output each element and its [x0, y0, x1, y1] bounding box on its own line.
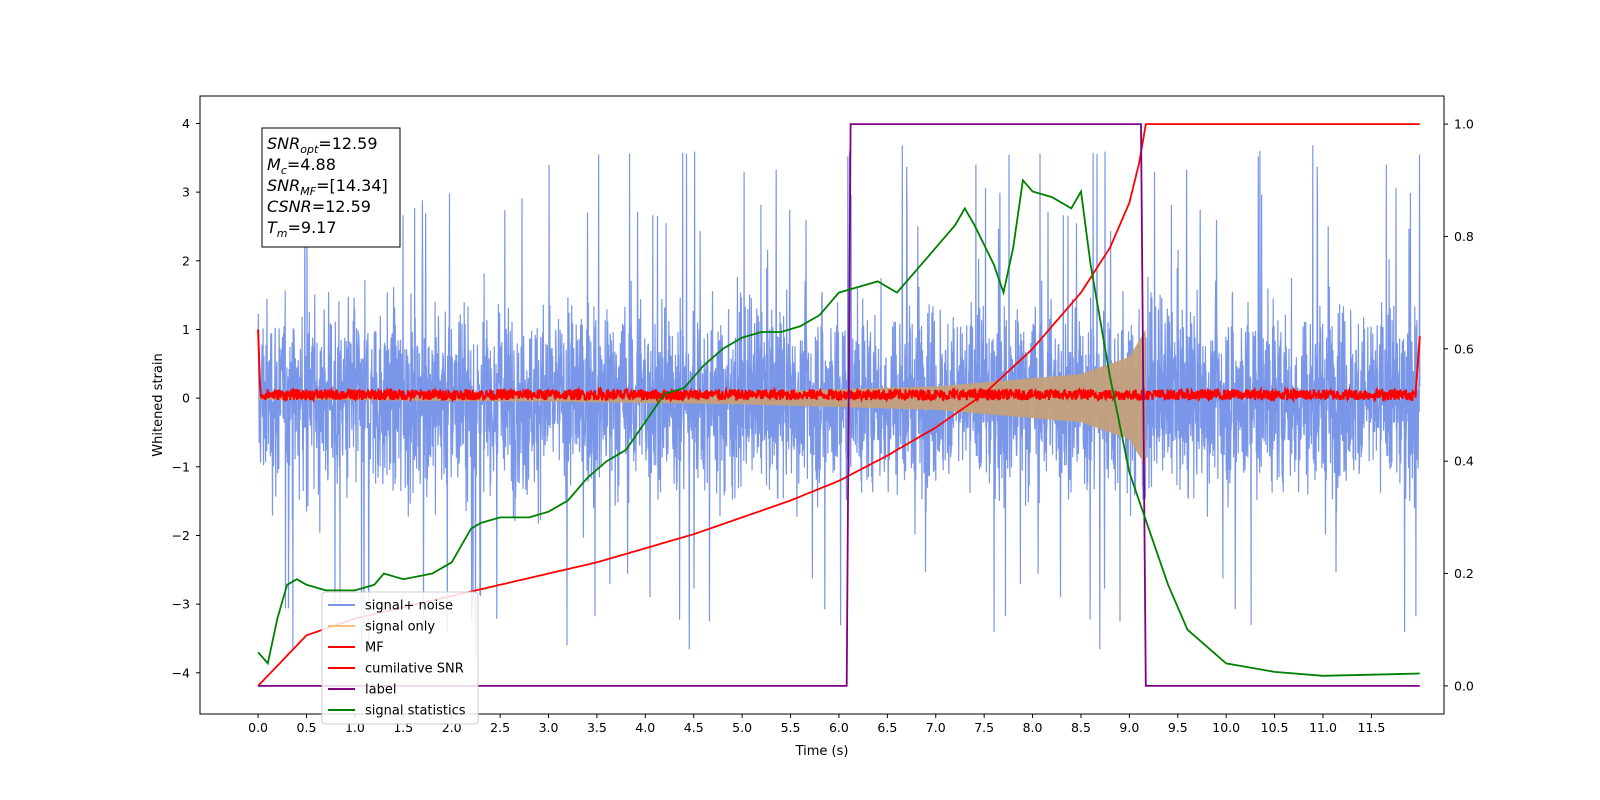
x-tick-label: 4.0: [635, 720, 655, 735]
x-tick-label: 0.0: [248, 720, 268, 735]
x-tick-label: 2.5: [490, 720, 510, 735]
x-tick-label: 7.0: [926, 720, 946, 735]
y-left-tick-label: 1: [182, 322, 190, 337]
y-left-tick-label: −1: [172, 459, 190, 474]
legend-label: MF: [365, 641, 384, 656]
x-tick-label: 5.5: [781, 720, 801, 735]
y-right-tick-label: 0.0: [1454, 678, 1474, 693]
y-left-tick-label: −4: [172, 665, 190, 680]
y-left-tick-label: −2: [172, 528, 190, 543]
x-tick-label: 9.5: [1168, 720, 1188, 735]
y-left-tick-label: 0: [182, 391, 190, 406]
signal-only-band: [258, 329, 1146, 467]
x-tick-label: 10.0: [1212, 720, 1240, 735]
x-tick-label: 3.0: [539, 720, 559, 735]
annotation-snr-mf: SNRMF=[14.34]: [267, 176, 388, 198]
x-tick-label: 9.0: [1119, 720, 1139, 735]
x-tick-label: 10.5: [1261, 720, 1289, 735]
annotation-snr-opt: SNRopt=12.59: [267, 134, 378, 156]
y-right-tick-label: 0.8: [1454, 229, 1474, 244]
mf-line: [257, 329, 1421, 404]
legend-label: signal only: [365, 620, 435, 635]
y-right-tick-label: 1.0: [1454, 117, 1474, 132]
x-tick-label: 6.0: [829, 720, 849, 735]
y-left-tick-label: 3: [182, 185, 190, 200]
y-right-tick-label: 0.2: [1454, 566, 1474, 581]
x-axis-label: Time (s): [795, 744, 849, 759]
legend-label: signal+ noise: [365, 599, 453, 614]
x-tick-label: 8.5: [1071, 720, 1091, 735]
x-tick-label: 5.0: [732, 720, 752, 735]
x-tick-label: 11.5: [1357, 720, 1385, 735]
x-tick-label: 7.5: [974, 720, 994, 735]
legend-label: cumilative SNR: [365, 662, 464, 677]
y-axis-label-left: Whitened strain: [151, 353, 166, 456]
annotation-tm: Tm=9.17: [267, 218, 337, 240]
y-right-tick-label: 0.4: [1454, 454, 1474, 469]
signal-noise-line: [257, 140, 1421, 658]
x-tick-label: 11.0: [1309, 720, 1337, 735]
axes-frame: [199, 95, 1445, 715]
annotation-box: SNRopt=12.59 Mc=4.88 SNRMF=[14.34] CSNR=…: [261, 127, 401, 248]
x-tick-label: 3.5: [587, 720, 607, 735]
legend: signal+ noise signal only MF cumilative SNR…: [321, 591, 479, 725]
signal-statistics-line: [257, 178, 1420, 677]
label-line: [258, 123, 1420, 687]
annotation-mc: Mc=4.88: [267, 155, 336, 177]
x-tick-label: 8.0: [1023, 720, 1043, 735]
y-right-tick-label: 0.6: [1454, 341, 1474, 356]
legend-label: label: [365, 683, 396, 698]
annotation-csnr: CSNR=12.59: [267, 197, 371, 216]
y-left-tick-label: −3: [172, 597, 190, 612]
x-tick-label: 4.5: [684, 720, 704, 735]
x-tick-label: 0.5: [297, 720, 317, 735]
x-tick-label: 6.5: [877, 720, 897, 735]
y-left-tick-label: 4: [182, 116, 190, 131]
y-left-tick-label: 2: [182, 253, 190, 268]
legend-label: signal statistics: [365, 704, 466, 719]
